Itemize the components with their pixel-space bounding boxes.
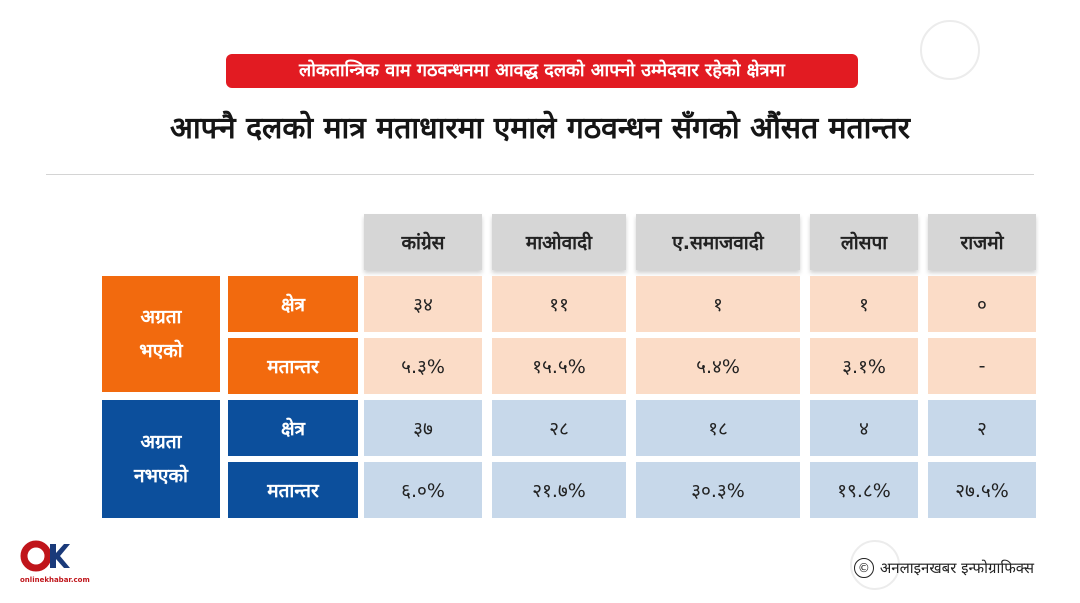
- table-cell: १८: [636, 400, 800, 456]
- row-label-margin: मतान्तर: [228, 462, 358, 518]
- column-header-samajwadi: ए.समाजवादी: [636, 214, 800, 270]
- group-label-line2: नभएको: [134, 465, 188, 487]
- copyright-icon: ©: [853, 558, 874, 578]
- column-header-lospa: लोसपा: [810, 214, 918, 270]
- column-header-rajmo: राजमो: [928, 214, 1036, 270]
- page-title: आफ्नै दलको मात्र मताधारमा एमाले गठवन्धन …: [169, 111, 911, 146]
- table-cell: ३.१%: [810, 338, 918, 394]
- table-cell: ३७: [364, 400, 482, 456]
- decorative-circle: [850, 540, 900, 590]
- group-label-not-leading: अग्रता नभएको: [102, 400, 220, 518]
- table-cell: १५.५%: [492, 338, 626, 394]
- subtitle-banner: लोकतान्त्रिक वाम गठवन्धनमा आवद्ध दलको आफ…: [226, 54, 858, 88]
- divider: [46, 174, 1034, 175]
- table-cell: ५.३%: [364, 338, 482, 394]
- row-label-seats: क्षेत्र: [228, 276, 358, 332]
- decorative-circle: [920, 20, 980, 80]
- group-label-line1: अग्रता: [140, 431, 182, 453]
- table-cell: ४: [810, 400, 918, 456]
- column-header-maoist: माओवादी: [492, 214, 626, 270]
- column-header-congress: कांग्रेस: [364, 214, 482, 270]
- row-label-seats: क्षेत्र: [228, 400, 358, 456]
- table-cell: १९.८%: [810, 462, 918, 518]
- table-cell: ३०.३%: [636, 462, 800, 518]
- row-label-margin: मतान्तर: [228, 338, 358, 394]
- credit-text: अनलाइनखबर इन्फोग्राफिक्स: [879, 559, 1034, 577]
- group-label-leading: अग्रता भएको: [102, 276, 220, 392]
- ok-logo-icon: [20, 540, 70, 572]
- table-cell: १: [636, 276, 800, 332]
- group-label-line1: अग्रता: [140, 306, 182, 328]
- table-cell: २१.७%: [492, 462, 626, 518]
- table-cell: ११: [492, 276, 626, 332]
- logo-text: onlinekhabar.com: [20, 576, 90, 584]
- table-cell: ६.०%: [364, 462, 482, 518]
- group-label-line2: भएको: [139, 340, 183, 362]
- table-cell: -: [928, 338, 1036, 394]
- table-cell: १: [810, 276, 918, 332]
- table-cell: ३४: [364, 276, 482, 332]
- credit: © अनलाइनखबर इन्फोग्राफिक्स: [853, 558, 1034, 578]
- table-cell: २८: [492, 400, 626, 456]
- table-cell: २: [928, 400, 1036, 456]
- table-cell: ०: [928, 276, 1036, 332]
- table-cell: २७.५%: [928, 462, 1036, 518]
- table-cell: ५.४%: [636, 338, 800, 394]
